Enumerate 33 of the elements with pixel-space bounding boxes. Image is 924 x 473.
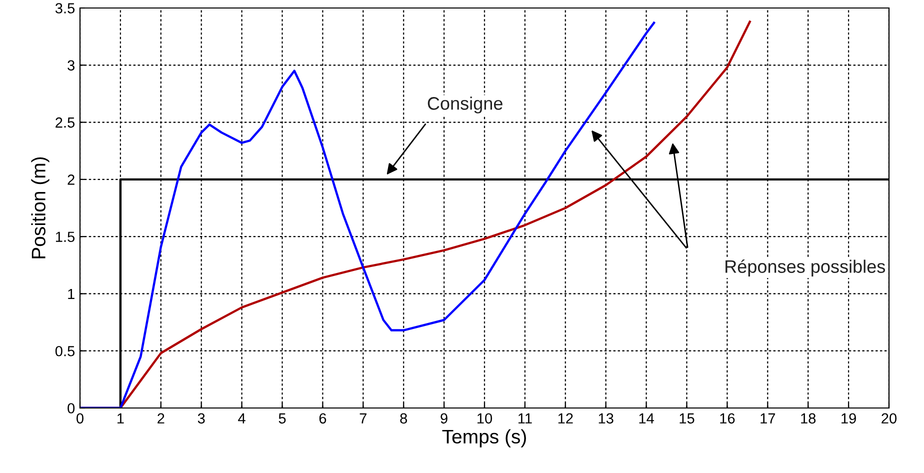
x-axis-title: Temps (s) — [442, 429, 526, 448]
x-tick-label: 20 — [882, 413, 897, 424]
x-tick-label: 6 — [319, 413, 326, 424]
x-tick-label: 7 — [360, 413, 366, 424]
y-tick-label: 2.5 — [56, 117, 75, 128]
x-tick-label: 16 — [720, 413, 735, 424]
y-tick-label: 3.5 — [55, 3, 75, 14]
y-tick-label: 1.5 — [56, 232, 75, 242]
x-tick-label: 12 — [558, 413, 573, 424]
x-tick-label: 13 — [598, 413, 614, 424]
y-axis-title: Position (m) — [31, 157, 50, 258]
x-tick-label: 4 — [238, 413, 246, 424]
x-tick-label: 18 — [801, 413, 816, 424]
y-tick-label: 1 — [68, 288, 74, 299]
y-tick-label: 2 — [68, 174, 74, 185]
annotation: Réponses possibles — [726, 259, 886, 277]
x-tick-label: 17 — [760, 413, 776, 424]
x-tick-label: 0 — [76, 413, 84, 424]
x-tick-label: 2 — [158, 413, 164, 424]
x-tick-label: 3 — [198, 413, 205, 424]
x-tick-label: 5 — [278, 413, 286, 424]
y-tick-label: 0 — [68, 403, 75, 414]
x-tick-label: 1 — [118, 413, 124, 424]
x-tick-label: 10 — [478, 413, 492, 424]
x-tick-label: 11 — [518, 413, 532, 424]
annotation: Consigne — [428, 96, 502, 114]
y-tick-label: 3 — [68, 60, 74, 71]
x-tick-label: 8 — [400, 413, 408, 424]
x-tick-label: 15 — [680, 413, 694, 424]
x-tick-label: 14 — [639, 413, 654, 424]
x-tick-label: 9 — [440, 413, 448, 424]
y-tick-label: 0.5 — [55, 346, 75, 356]
x-tick-label: 19 — [842, 413, 856, 424]
